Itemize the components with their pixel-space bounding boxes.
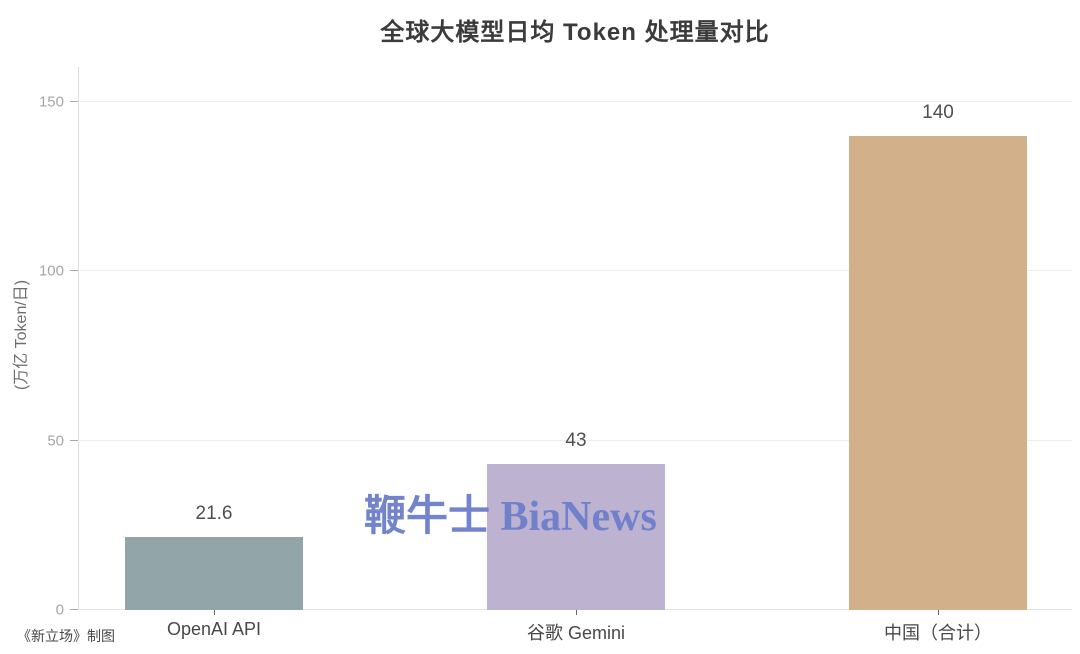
- y-axis-spine: [78, 67, 79, 610]
- x-category-label: OpenAI API: [166, 619, 262, 639]
- bar-value-label: 21.6: [195, 502, 233, 524]
- bar-谷歌 Gemini: [487, 464, 665, 610]
- y-tick-label-100: 100: [38, 262, 64, 280]
- x-category-label: 中国（合计）: [884, 623, 992, 643]
- y-tick-mark-150: [70, 101, 78, 102]
- y-tick-mark-100: [70, 270, 78, 272]
- bar-OpenAI API: [125, 536, 303, 610]
- y-tick-mark-0: [70, 609, 78, 610]
- y-axis-label: (万亿 Token/日): [13, 279, 30, 391]
- gridline-y-150: [78, 101, 1072, 102]
- bar-value-label: 43: [565, 430, 587, 452]
- plot-area: 0 50 100 150 21.6 OpenAI API 43 谷歌 Gemini 140 中国（…: [39, 67, 1072, 643]
- credit-text: 《新立场》制图: [17, 628, 115, 644]
- y-tick-label-50: 50: [47, 432, 64, 450]
- y-tick-label-150: 150: [38, 93, 64, 111]
- x-tick-mark: [938, 610, 939, 615]
- x-tick-mark: [576, 610, 577, 615]
- x-category-label: 谷歌 Gemini: [526, 623, 626, 643]
- gridline-y-100: [78, 270, 1072, 272]
- bar-value-label: 140: [922, 101, 954, 123]
- gridline-y-50: [78, 439, 1072, 441]
- y-tick-label-0: 0: [55, 601, 64, 619]
- watermark: 鞭牛士 BiaNews: [364, 494, 657, 540]
- bar-中国（合计）: [849, 135, 1027, 610]
- y-tick-mark-50: [70, 439, 78, 441]
- x-tick-mark: [214, 610, 215, 615]
- chart-title: 全球大模型日均 Token 处理量对比: [380, 19, 770, 46]
